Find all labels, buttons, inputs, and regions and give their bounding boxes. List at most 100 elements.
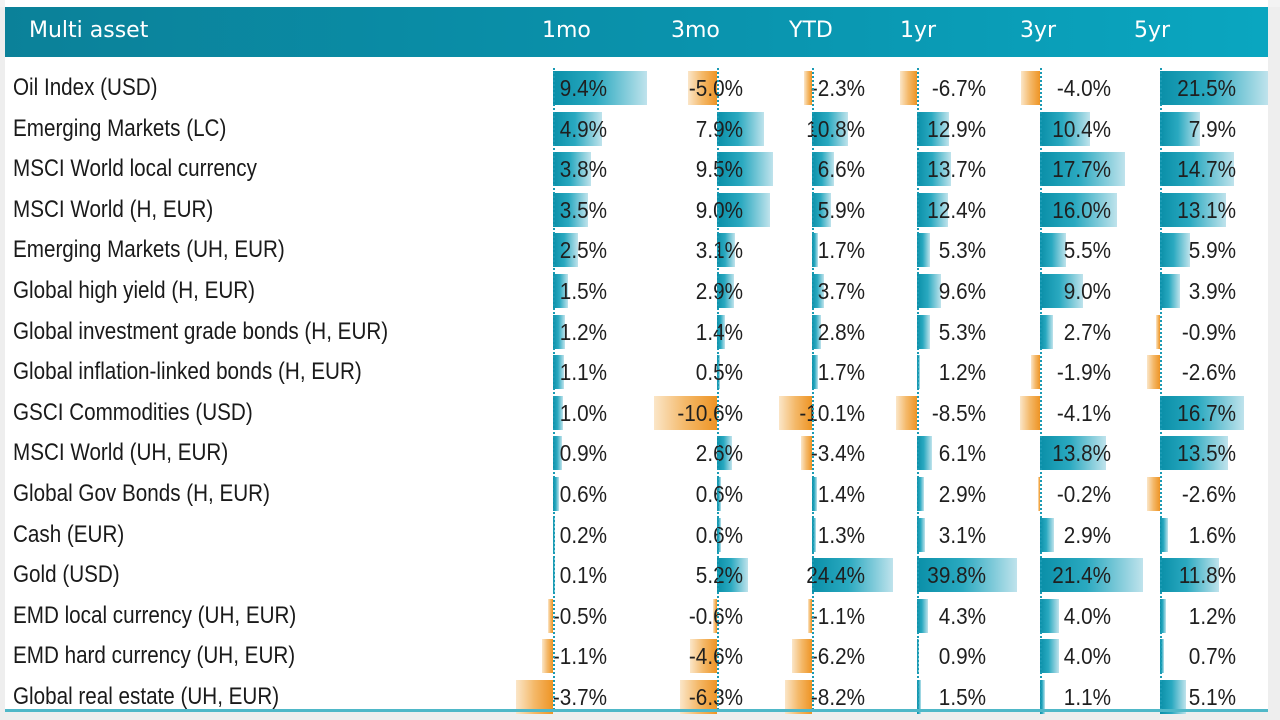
cell-value-1yr: 4.3%: [938, 602, 986, 629]
cell-value-5yr: 13.1%: [1177, 196, 1236, 223]
data-bar-1yr: [900, 71, 917, 105]
cell-value-ytd: -3.4%: [810, 440, 865, 467]
data-bar-5yr: [1160, 192, 1226, 227]
cell-value-3mo: -10.6%: [677, 399, 743, 426]
cell-value-3yr: 2.7%: [1063, 318, 1111, 345]
data-bar-5yr: [1147, 355, 1160, 390]
cell-value-1yr: 3.1%: [938, 521, 986, 548]
table-row: Global real estate (UH, EUR) -3.7% -6.3% -8…: [5, 677, 1268, 718]
cell-value-1yr: 5.3%: [938, 237, 986, 264]
cell-value-3mo: -6.3%: [688, 684, 743, 710]
cell-value-1yr: 12.9%: [927, 115, 986, 142]
cell-value-5yr: -2.6%: [1181, 359, 1236, 386]
data-bar-ytd: [808, 598, 812, 633]
data-bar-3mo: [717, 274, 735, 308]
table-row: Emerging Markets (UH, EUR) 2.5% 3.1% 1.7% 5.…: [5, 230, 1268, 271]
cell-value-1mo: 1.1%: [559, 359, 607, 386]
data-bar-3yr: [1040, 152, 1125, 187]
table-bottom-rule: [5, 709, 1268, 712]
data-bar-ytd: [812, 558, 893, 593]
data-bar-1yr: [917, 436, 933, 471]
table-row: Cash (EUR) 0.2% 0.6% 1.3% 3.1% 2.9% 1.6%: [5, 515, 1268, 556]
row-label: GSCI Commodities (USD): [13, 398, 253, 426]
zero-axis-ytd: [812, 68, 814, 710]
data-bar-3mo: [717, 111, 764, 146]
cell-value-3mo: -0.6%: [688, 602, 743, 629]
data-bar-ytd: [812, 233, 818, 268]
cell-value-ytd: 6.6%: [817, 156, 865, 183]
data-bar-ytd: [812, 274, 825, 308]
data-bar-1mo: [553, 152, 591, 187]
data-bar-1mo: [553, 233, 578, 268]
cell-value-1yr: 0.9%: [938, 643, 986, 670]
data-bar-1yr: [917, 274, 941, 308]
cell-value-3yr: 5.5%: [1063, 237, 1111, 264]
data-bar-1yr: [917, 558, 1017, 593]
data-bar-5yr: [1160, 274, 1180, 308]
data-bar-3yr: [1040, 639, 1060, 674]
data-bar-1yr: [917, 233, 931, 268]
data-bar-ytd: [812, 477, 817, 511]
data-bar-3mo: [713, 598, 717, 633]
cell-value-5yr: 11.8%: [1178, 562, 1236, 589]
row-label: Global investment grade bonds (H, EUR): [13, 317, 389, 345]
row-label: MSCI World (H, EUR): [13, 195, 214, 223]
cell-value-ytd: -2.3%: [810, 75, 865, 101]
cell-value-1yr: -8.5%: [931, 399, 986, 426]
cell-value-3yr: 17.7%: [1052, 156, 1111, 183]
cell-value-3yr: 21.4%: [1052, 562, 1111, 589]
data-bar-1mo: [553, 111, 602, 146]
table-row: MSCI World local currency 3.8% 9.5% 6.6% 13.…: [5, 149, 1268, 190]
header-col-3yr: 3yr: [1020, 18, 1057, 43]
data-bar-5yr: [1160, 680, 1186, 714]
header-col-5yr: 5yr: [1134, 18, 1171, 43]
cell-value-3mo: 0.6%: [695, 521, 743, 548]
cell-value-3mo: 3.1%: [695, 237, 743, 264]
cell-value-1mo: 3.8%: [559, 156, 607, 183]
data-bar-5yr: [1160, 598, 1166, 633]
cell-value-3yr: 10.4%: [1052, 115, 1111, 142]
cell-value-1mo: 0.9%: [559, 440, 607, 467]
data-bar-3mo: [654, 395, 717, 430]
cell-value-5yr: 7.9%: [1188, 115, 1236, 142]
cell-value-3yr: -4.1%: [1056, 399, 1111, 426]
data-bar-3yr: [1040, 111, 1090, 146]
header-col-3mo: 3mo: [671, 18, 720, 43]
cell-value-1mo: 1.2%: [559, 318, 607, 345]
data-bar-1mo: [516, 680, 553, 714]
cell-value-3yr: 1.1%: [1063, 684, 1111, 710]
data-bar-3yr: [1020, 71, 1040, 105]
data-bar-ytd: [812, 314, 822, 349]
cell-value-3mo: 5.2%: [695, 562, 743, 589]
table-row: Global high yield (H, EUR) 1.5% 2.9% 3.7% 9.…: [5, 271, 1268, 312]
data-bar-1yr: [917, 477, 925, 511]
data-bar-5yr: [1160, 558, 1219, 593]
data-bar-1mo: [553, 355, 564, 390]
header-title: Multi asset: [29, 18, 149, 43]
data-bar-5yr: [1147, 477, 1160, 511]
row-label: Global real estate (UH, EUR): [13, 683, 280, 710]
cell-value-ytd: 1.7%: [817, 237, 865, 264]
header-col-ytd: YTD: [789, 18, 833, 43]
table-row: MSCI World (H, EUR) 3.5% 9.0% 5.9% 12.4% 16.0…: [5, 190, 1268, 231]
cell-value-3yr: -1.9%: [1056, 359, 1111, 386]
cell-value-5yr: 13.5%: [1177, 440, 1236, 467]
row-label: Cash (EUR): [13, 520, 125, 548]
cell-value-3mo: 9.0%: [695, 196, 743, 223]
table-header: Multi asset 1mo 3mo YTD 1yr 3yr 5yr: [5, 7, 1268, 57]
cell-value-1mo: 0.1%: [559, 562, 607, 589]
row-label: Gold (USD): [13, 561, 120, 589]
data-bar-3yr: [1040, 598, 1060, 633]
cell-value-1mo: 4.9%: [559, 115, 607, 142]
data-bar-1yr: [917, 598, 928, 633]
data-bar-3yr: [1040, 680, 1046, 714]
data-bar-3mo: [687, 71, 717, 105]
data-bar-ytd: [791, 639, 812, 674]
cell-value-3mo: 1.4%: [695, 318, 743, 345]
data-bar-3yr: [1040, 436, 1107, 471]
table-row: MSCI World (UH, EUR) 0.9% 2.6% -3.4% 6.1% 13.…: [5, 433, 1268, 474]
cell-value-3mo: 9.5%: [695, 156, 743, 183]
cell-value-1yr: 13.7%: [927, 156, 986, 183]
row-label: Global Gov Bonds (H, EUR): [13, 480, 270, 507]
data-bar-ytd: [812, 111, 848, 146]
